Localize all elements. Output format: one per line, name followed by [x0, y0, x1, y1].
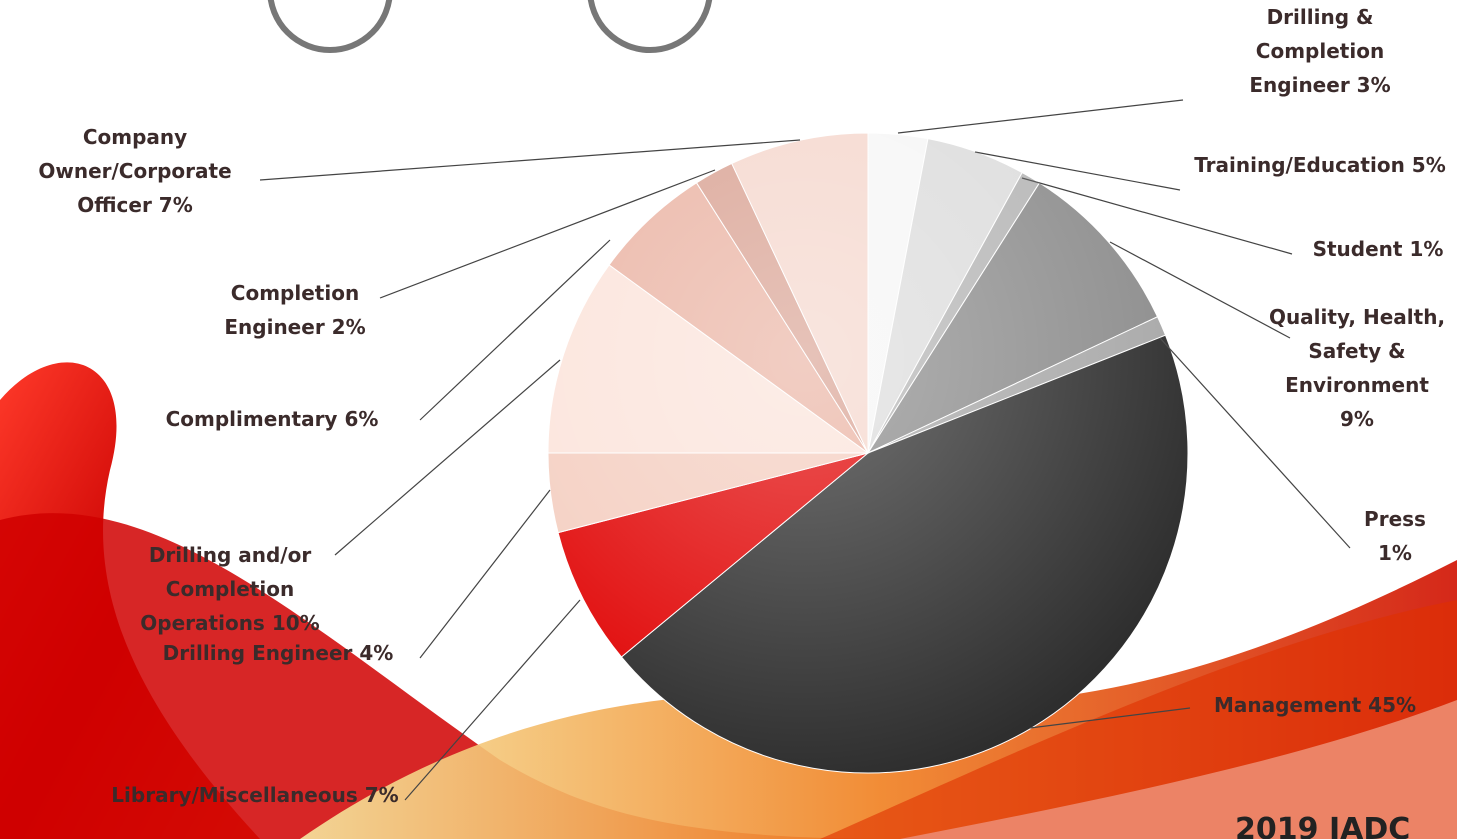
category-label: Library/Miscellaneous [111, 783, 358, 807]
slice-label: Student 1% [1298, 232, 1457, 266]
category-label: Drilling Engineer [162, 641, 353, 665]
value-label: 5% [1411, 153, 1446, 177]
value-label: 1% [1409, 237, 1444, 261]
slice-label: Quality, Health, Safety & Environment 9% [1267, 300, 1447, 436]
slice-label: Drilling and/or Completion Operations 10… [115, 538, 345, 640]
slice-label: Drilling & Completion Engineer 3% [1225, 0, 1415, 102]
slice-label: Completion Engineer 2% [205, 276, 385, 344]
category-label: Training/Education [1194, 153, 1405, 177]
footer: 2019 IADC [1235, 812, 1411, 839]
value-label: 3% [1356, 73, 1391, 97]
leader-line [897, 99, 1184, 134]
category-label: Completion Engineer [224, 281, 360, 339]
value-label: 1% [1378, 541, 1412, 565]
category-label: Company Owner/Corporate Officer [38, 125, 232, 217]
slice-label: Drilling Engineer 4% [133, 636, 423, 670]
value-label: 4% [359, 641, 394, 665]
category-label: Complimentary [165, 407, 338, 431]
value-label: 9% [1340, 407, 1374, 431]
value-label: 6% [344, 407, 379, 431]
slice-label: Complimentary 6% [132, 402, 412, 436]
pie [547, 132, 1189, 774]
category-label: Quality, Health, Safety & Environment [1268, 305, 1446, 397]
slice-label: Press 1% [1350, 502, 1440, 570]
leader-line [419, 489, 551, 659]
category-label: Drilling and/or Completion Operations [140, 543, 312, 635]
value-label: 2% [331, 315, 366, 339]
slice-label: Training/Education 5% [1185, 148, 1455, 182]
category-label: Press [1364, 507, 1426, 531]
value-label: 7% [158, 193, 193, 217]
value-label: 45% [1368, 693, 1417, 717]
slice-label: Management 45% [1180, 688, 1450, 722]
value-label: 10% [271, 611, 320, 635]
value-label: 7% [364, 783, 399, 807]
leader-line [1159, 337, 1351, 549]
category-label: Student [1312, 237, 1403, 261]
slice-label: Library/Miscellaneous 7% [90, 778, 420, 812]
category-label: Drilling & Completion Engineer [1249, 5, 1385, 97]
slice-label: Company Owner/Corporate Officer 7% [0, 120, 270, 222]
leader-line [334, 359, 561, 556]
category-label: Management [1213, 693, 1362, 717]
